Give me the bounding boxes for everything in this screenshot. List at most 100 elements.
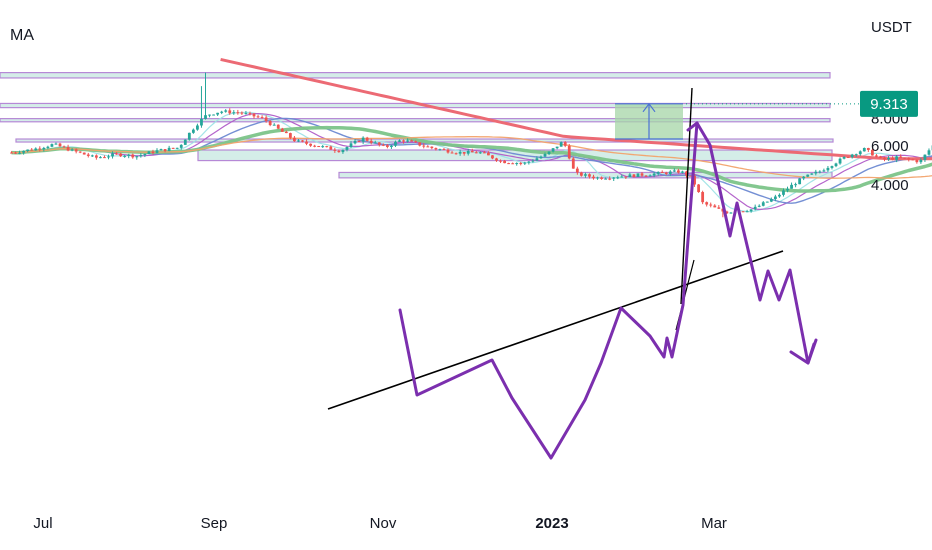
candle (515, 162, 519, 166)
time-tick-label: 2023 (535, 515, 568, 532)
candle (523, 161, 527, 166)
candle (155, 148, 159, 154)
candle (660, 170, 664, 174)
candle (333, 147, 337, 153)
candle (22, 150, 26, 155)
candle (94, 154, 98, 160)
candle (612, 177, 616, 181)
candle (745, 209, 749, 213)
candle (252, 113, 256, 119)
candle (171, 147, 175, 150)
candle (584, 172, 587, 178)
candle (123, 154, 127, 158)
candle (907, 157, 911, 162)
candle (567, 143, 571, 160)
candle (66, 144, 70, 152)
candle (866, 147, 870, 152)
candle (10, 151, 13, 154)
candle (474, 150, 478, 154)
candle (159, 148, 163, 151)
candle (588, 173, 591, 179)
candle (790, 182, 793, 189)
candle (373, 140, 377, 144)
candle (321, 145, 325, 148)
candle (507, 162, 511, 165)
candle (927, 148, 931, 156)
time-tick-label: Sep (201, 515, 228, 532)
candle (361, 136, 365, 144)
last-price-tag: 9.313 (860, 90, 918, 117)
candle (297, 139, 300, 143)
candle (830, 165, 834, 170)
candle (858, 150, 862, 156)
candle (46, 145, 50, 150)
candle (135, 156, 139, 160)
candle (810, 173, 814, 175)
candle (131, 153, 135, 159)
candle (442, 147, 446, 151)
candle (212, 114, 215, 116)
candle (236, 109, 240, 115)
candle (256, 114, 260, 118)
candle (656, 171, 660, 176)
candle (200, 86, 203, 128)
candle (875, 153, 878, 158)
candle (462, 151, 466, 156)
candle (527, 161, 531, 165)
candle (555, 146, 559, 150)
candle (244, 110, 248, 115)
candle (345, 146, 349, 152)
candle (778, 193, 781, 198)
candle (806, 174, 810, 178)
candle (749, 209, 753, 213)
candle (693, 173, 696, 187)
candle (769, 197, 773, 203)
candle (511, 162, 515, 165)
candle (341, 149, 345, 154)
candle (636, 173, 640, 178)
candle (26, 149, 30, 153)
moving-averages (11, 57, 932, 213)
price-tick-label: 6.000 (871, 138, 909, 155)
drawings (327, 87, 860, 460)
candle (575, 166, 579, 175)
candle (495, 157, 498, 162)
zone-3 (0, 118, 831, 123)
candle (228, 108, 232, 115)
candle (689, 175, 692, 177)
candle (487, 151, 490, 156)
candle (640, 172, 644, 178)
candle (224, 109, 228, 113)
candle (608, 176, 612, 181)
candle (773, 194, 777, 202)
candle (18, 150, 21, 155)
candle (34, 147, 38, 151)
candle (78, 151, 82, 154)
candle (672, 168, 676, 173)
candle (519, 161, 523, 166)
zone-1 (0, 72, 831, 79)
indicator-label[interactable]: MA (10, 27, 34, 44)
candle (191, 128, 195, 134)
time-tick-label: Mar (701, 515, 727, 532)
candle (701, 190, 705, 205)
candle (482, 150, 486, 154)
candle (547, 151, 551, 156)
candle (325, 145, 329, 148)
candle (454, 152, 458, 155)
candle (390, 144, 393, 149)
candle (90, 154, 94, 157)
candle (915, 159, 919, 164)
candle (834, 162, 838, 168)
candle (398, 139, 401, 143)
projection-path (686, 121, 818, 365)
candle (765, 201, 769, 203)
candle (709, 202, 713, 208)
candle (385, 143, 389, 149)
candle (163, 149, 167, 153)
candle (794, 182, 797, 188)
time-axis[interactable]: Jul Sep Nov 2023 Mar (33, 515, 727, 532)
